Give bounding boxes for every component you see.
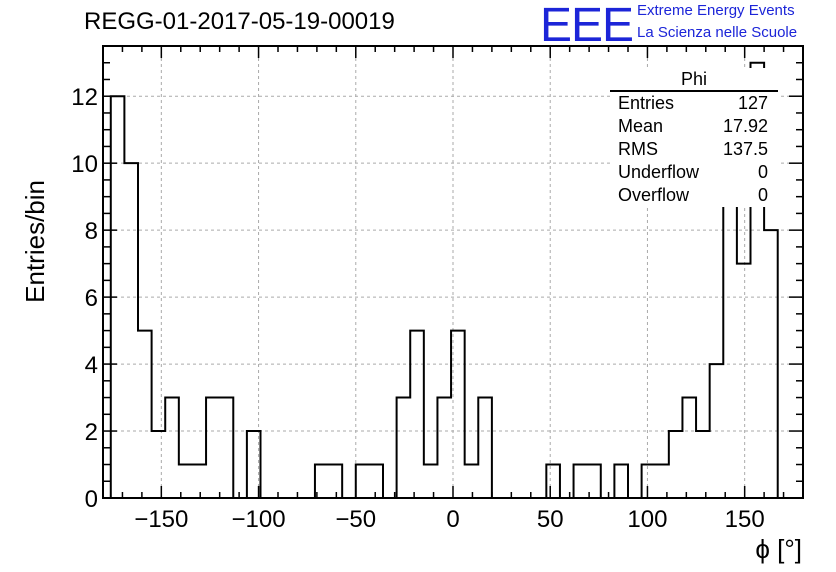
statistics-box: Phi Entries 127 Mean 17.92 RMS 137.5 Und… [610, 68, 778, 207]
histogram-bar [642, 465, 656, 498]
histogram-bar [369, 465, 383, 498]
y-tick-label: 6 [85, 285, 98, 312]
histogram-bar [669, 431, 683, 498]
stats-label: Underflow [618, 162, 700, 182]
histogram-bar [437, 398, 451, 498]
histogram-bar [356, 465, 370, 498]
histogram-bars [109, 61, 779, 499]
x-tick-label: 0 [446, 506, 459, 533]
histogram-bar [410, 331, 424, 498]
histogram-bar [152, 431, 166, 498]
histogram-bar [614, 465, 628, 498]
stats-label: Mean [618, 116, 664, 136]
y-tick-label: 8 [85, 218, 98, 245]
y-tick-label: 4 [85, 352, 98, 379]
histogram-bar [424, 465, 438, 498]
x-tick-label: 100 [627, 506, 667, 533]
eee-logo: EEE [540, 0, 634, 52]
histogram-bar [737, 264, 751, 498]
stats-value: 0 [757, 162, 768, 182]
stats-title: Phi [610, 68, 778, 92]
stats-row-rms: RMS 137.5 [610, 138, 778, 161]
y-axis-label: Entries/bin [20, 180, 50, 303]
stats-label: Entries [618, 93, 675, 113]
x-tick-label: 150 [725, 506, 765, 533]
stats-row-mean: Mean 17.92 [610, 115, 778, 138]
histogram-bar [465, 465, 479, 498]
histogram-bar [329, 465, 343, 498]
histogram-bar [574, 465, 588, 498]
stats-label: Overflow [618, 185, 690, 205]
histogram-bar [124, 163, 138, 498]
stats-label: RMS [618, 139, 658, 159]
x-tick-label: −50 [335, 506, 376, 533]
histogram-bar [138, 331, 152, 498]
histogram-outline [109, 61, 779, 499]
histogram-bar [206, 398, 220, 498]
histogram-bar [723, 163, 737, 498]
x-tick-label: −150 [134, 506, 188, 533]
grid-lines [103, 46, 803, 498]
stats-value: 0 [757, 185, 768, 205]
stats-row-entries: Entries 127 [610, 92, 778, 115]
y-axis-ticks: 0 2 4 6 8 10 12 [71, 61, 803, 513]
histogram-bar [192, 465, 206, 498]
chart-title: REGG-01-2017-05-19-00019 [84, 8, 395, 35]
stats-value: 17.92 [722, 116, 768, 136]
x-axis-label: ϕ [°] [755, 534, 802, 564]
logo-subtitle-1: Extreme Energy Events [637, 2, 795, 19]
y-tick-label: 0 [85, 486, 98, 513]
stats-row-overflow: Overflow 0 [610, 184, 778, 207]
stats-row-underflow: Underflow 0 [610, 161, 778, 184]
histogram-bar [696, 431, 710, 498]
logo-subtitle-2: La Scienza nelle Scuole [637, 24, 798, 41]
x-tick-label: −100 [232, 506, 286, 533]
stats-value: 127 [737, 93, 768, 113]
x-tick-label: 50 [537, 506, 564, 533]
histogram-bar [546, 465, 560, 498]
stats-value: 137.5 [722, 139, 768, 159]
histogram-bar [478, 398, 492, 498]
histogram-bar [682, 398, 696, 498]
histogram-bar [397, 398, 411, 498]
y-tick-label: 2 [85, 419, 98, 446]
x-axis-ticks: −150 −100 −50 0 50 100 150 [121, 46, 804, 533]
y-tick-label: 10 [71, 151, 98, 178]
histogram-bar [220, 398, 234, 498]
y-tick-label: 12 [71, 84, 98, 111]
histogram-bar [165, 398, 179, 498]
